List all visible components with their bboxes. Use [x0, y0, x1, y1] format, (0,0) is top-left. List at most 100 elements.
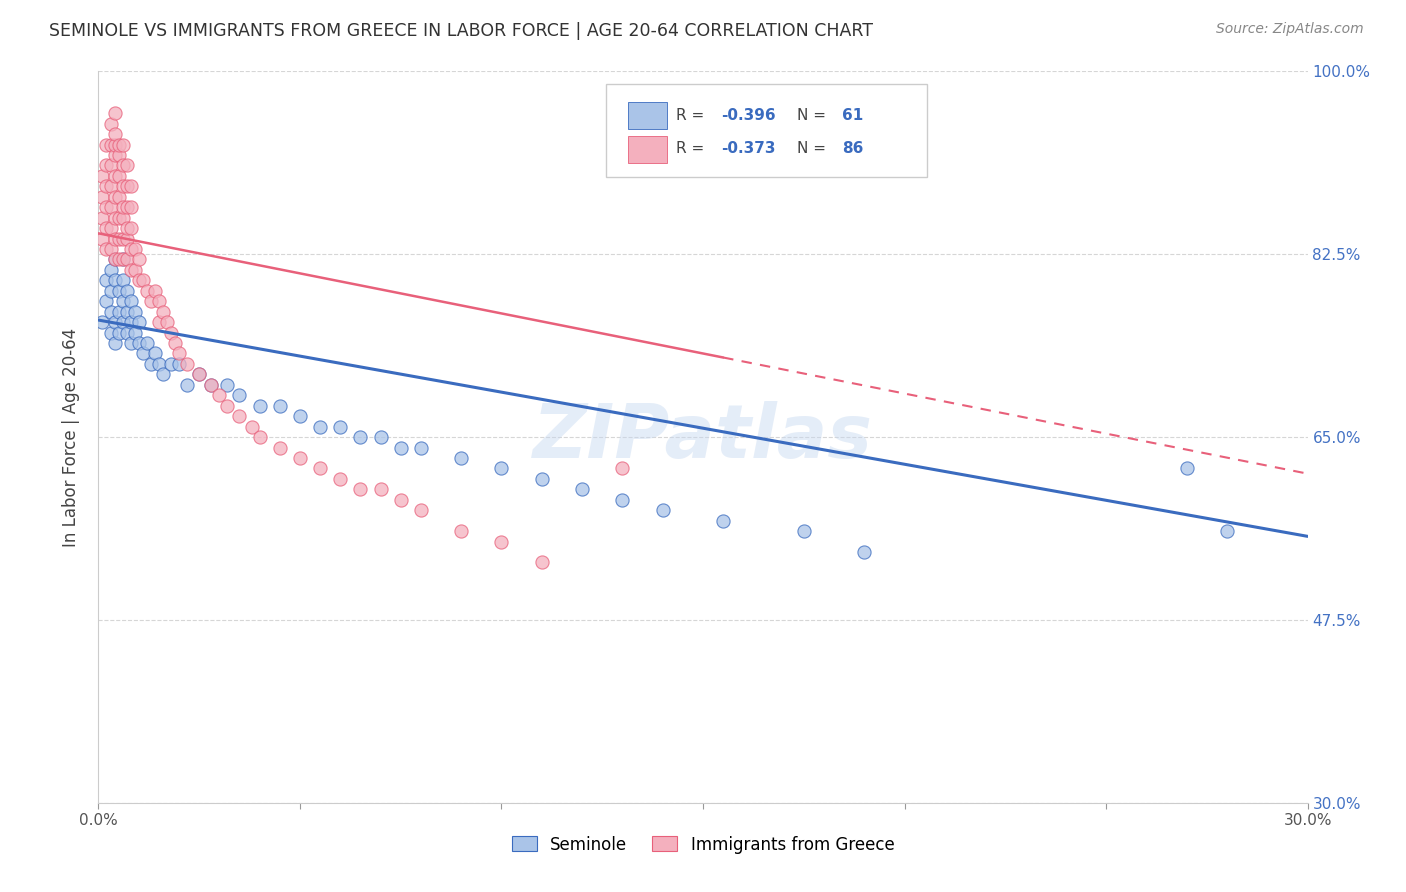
Point [1216, 524, 1239, 538]
Point [409, 441, 432, 455]
Legend: Seminole, Immigrants from Greece: Seminole, Immigrants from Greece [505, 829, 901, 860]
FancyBboxPatch shape [628, 102, 666, 129]
Point [128, 315, 150, 329]
Point [100, 179, 122, 194]
Point [711, 514, 734, 528]
Point [176, 377, 198, 392]
Point [228, 409, 250, 424]
Point [571, 483, 593, 497]
Point [96, 200, 118, 214]
Point [111, 158, 134, 172]
FancyBboxPatch shape [628, 136, 666, 163]
Point [115, 304, 138, 318]
Point [91, 231, 114, 245]
Point [115, 252, 138, 267]
Text: 61: 61 [842, 108, 863, 123]
Point [200, 377, 222, 392]
Point [139, 357, 162, 371]
Point [100, 117, 122, 131]
Point [152, 304, 174, 318]
Point [107, 148, 129, 162]
Point [349, 430, 371, 444]
Text: N =: N = [797, 142, 831, 156]
Point [208, 388, 231, 402]
Point [188, 368, 211, 382]
Point [249, 399, 271, 413]
Point [100, 263, 122, 277]
Point [103, 315, 125, 329]
Point [100, 200, 122, 214]
Point [111, 231, 134, 245]
Point [120, 263, 142, 277]
Point [450, 450, 472, 465]
Point [96, 221, 118, 235]
Point [120, 294, 142, 309]
Point [100, 158, 122, 172]
Point [107, 137, 129, 152]
Point [107, 169, 129, 183]
Point [120, 315, 142, 329]
Point [103, 137, 125, 152]
Point [103, 127, 125, 141]
Point [103, 106, 125, 120]
Point [111, 315, 134, 329]
Point [148, 315, 170, 329]
Point [107, 190, 129, 204]
Point [128, 336, 150, 351]
Point [100, 284, 122, 298]
Point [853, 545, 876, 559]
Point [120, 200, 142, 214]
Text: -0.396: -0.396 [721, 108, 776, 123]
Point [167, 357, 190, 371]
Point [269, 441, 291, 455]
Point [120, 221, 142, 235]
Point [120, 336, 142, 351]
Point [450, 524, 472, 538]
Point [111, 179, 134, 194]
Point [288, 409, 311, 424]
Point [329, 472, 352, 486]
Text: ZIPatlas: ZIPatlas [533, 401, 873, 474]
Point [329, 419, 352, 434]
Text: R =: R = [676, 142, 710, 156]
Point [139, 294, 162, 309]
Point [217, 377, 239, 392]
Text: SEMINOLE VS IMMIGRANTS FROM GREECE IN LABOR FORCE | AGE 20-64 CORRELATION CHART: SEMINOLE VS IMMIGRANTS FROM GREECE IN LA… [49, 22, 873, 40]
Point [148, 294, 170, 309]
Point [370, 483, 392, 497]
Point [103, 252, 125, 267]
Point [115, 179, 138, 194]
Text: -0.373: -0.373 [721, 142, 776, 156]
Point [156, 315, 179, 329]
Text: 86: 86 [842, 142, 863, 156]
Point [128, 252, 150, 267]
Point [103, 148, 125, 162]
FancyBboxPatch shape [606, 84, 927, 178]
Point [100, 221, 122, 235]
Point [188, 368, 211, 382]
Point [124, 326, 146, 340]
Point [240, 419, 263, 434]
Point [120, 242, 142, 256]
Point [124, 263, 146, 277]
Point [103, 190, 125, 204]
Point [115, 326, 138, 340]
Point [309, 419, 332, 434]
Point [389, 441, 412, 455]
Point [269, 399, 291, 413]
Point [111, 137, 134, 152]
Point [288, 450, 311, 465]
Point [409, 503, 432, 517]
Point [107, 284, 129, 298]
Point [100, 137, 122, 152]
Point [349, 483, 371, 497]
Point [107, 304, 129, 318]
Point [100, 304, 122, 318]
Text: Source: ZipAtlas.com: Source: ZipAtlas.com [1216, 22, 1364, 37]
Point [612, 461, 634, 475]
Point [100, 326, 122, 340]
Point [115, 231, 138, 245]
Point [491, 461, 513, 475]
Point [163, 336, 186, 351]
Point [91, 211, 114, 225]
